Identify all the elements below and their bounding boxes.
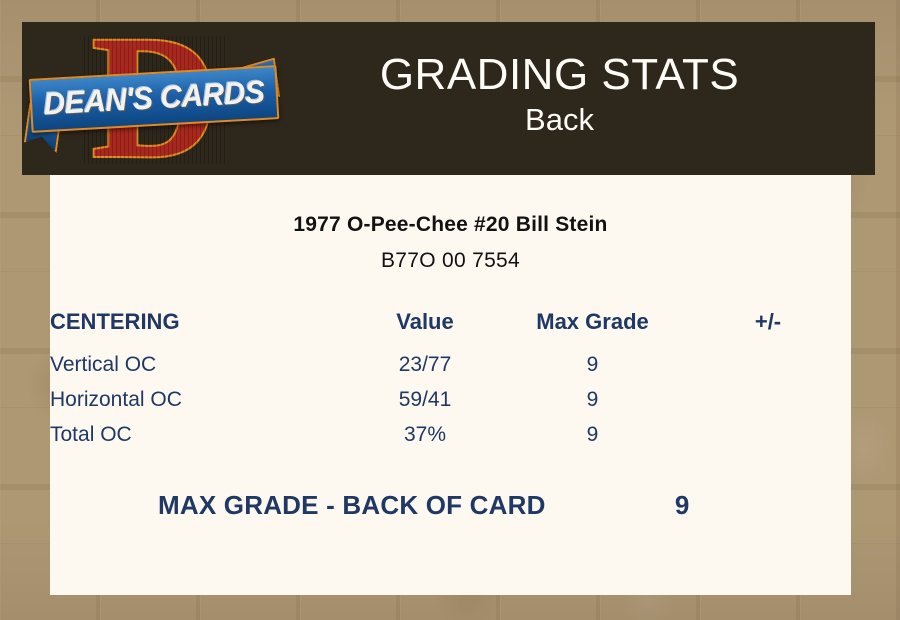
header-banner: D DEAN'S CARDS GRADING STATS Back <box>22 7 875 187</box>
row-max-grade: 9 <box>586 352 599 376</box>
column-header-value: Value <box>396 309 454 334</box>
row-value: 23/77 <box>398 352 452 376</box>
column-header-max-grade: Max Grade <box>536 309 649 334</box>
row-max-grade: 9 <box>586 387 599 411</box>
content-panel: 1977 O-Pee-Chee #20 Bill Stein B77O 00 7… <box>50 175 851 595</box>
max-grade-value: 9 <box>674 490 690 520</box>
page-title: GRADING STATS <box>379 50 740 100</box>
deans-cards-logo[interactable]: D DEAN'S CARDS <box>22 7 284 187</box>
table-row: Horizontal OC 59/41 9 <box>50 382 851 417</box>
table-row: Vertical OC 23/77 9 <box>50 347 851 382</box>
card-serial-number: B77O 00 7554 <box>380 249 521 272</box>
max-grade-label: MAX GRADE - BACK OF CARD <box>158 490 546 520</box>
page-subtitle: Back <box>525 101 594 137</box>
row-value: 59/41 <box>398 387 452 411</box>
header-title-group: GRADING STATS Back <box>284 52 875 144</box>
row-label: Vertical OC <box>50 352 157 376</box>
logo-ribbon-text: DEAN'S CARDS <box>42 74 266 122</box>
logo-ribbon: DEAN'S CARDS <box>28 64 280 133</box>
row-max-grade: 9 <box>586 422 599 446</box>
row-value: 37% <box>403 422 447 446</box>
row-plus-minus <box>685 382 851 417</box>
max-grade-summary: MAX GRADE - BACK OF CARD 9 <box>50 490 851 521</box>
column-header-centering: CENTERING <box>50 309 180 334</box>
centering-stats-table: CENTERING Value Max Grade +/- Vertical O… <box>50 309 851 452</box>
table-body: Vertical OC 23/77 9 Horizontal OC 59/41 … <box>50 347 851 452</box>
row-plus-minus <box>685 347 851 382</box>
column-header-plus-minus: +/- <box>754 309 782 334</box>
row-label: Total OC <box>50 422 132 446</box>
table-header: CENTERING Value Max Grade +/- <box>50 309 851 347</box>
row-label: Horizontal OC <box>50 387 182 411</box>
row-plus-minus <box>685 417 851 452</box>
card-title: 1977 O-Pee-Chee #20 Bill Stein <box>293 213 608 236</box>
table-row: Total OC 37% 9 <box>50 417 851 452</box>
table-header-row: CENTERING Value Max Grade +/- <box>50 309 851 347</box>
